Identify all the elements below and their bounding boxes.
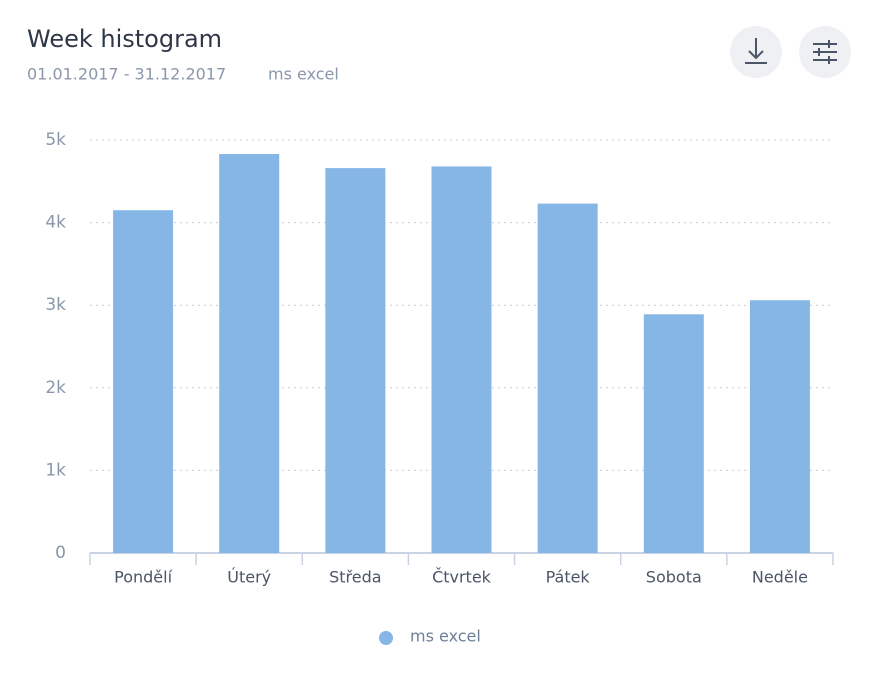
y-tick-label: 2k (45, 378, 66, 398)
chart-subtitle-series: ms excel (268, 65, 339, 84)
legend-label: ms excel (410, 627, 481, 646)
bar (537, 203, 598, 554)
bar (643, 314, 704, 553)
chart-title: Week histogram (27, 25, 222, 53)
download-icon[interactable] (745, 38, 767, 64)
x-tick-label: Sobota (646, 568, 702, 587)
bar (749, 300, 810, 553)
x-tick-label: Čtvrtek (432, 568, 492, 587)
settings-button[interactable] (799, 26, 851, 78)
download-button[interactable] (730, 26, 782, 78)
y-tick-label: 0 (55, 543, 66, 563)
chart-subtitle: 01.01.2017 - 31.12.2017 (27, 65, 226, 84)
bar (325, 168, 386, 554)
x-tick-label: Pondělí (114, 568, 172, 587)
x-tick-label: Středa (329, 568, 381, 587)
settings-icon-knobs[interactable] (818, 40, 830, 64)
x-tick-label: Neděle (752, 568, 808, 587)
settings-icon[interactable] (813, 43, 837, 61)
y-tick-label: 5k (45, 130, 66, 150)
bar (113, 210, 174, 553)
y-tick-label: 4k (45, 213, 66, 233)
bar (219, 154, 280, 554)
bar (431, 166, 492, 553)
x-tick-label: Úterý (227, 568, 271, 587)
y-tick-label: 3k (45, 295, 66, 315)
y-tick-label: 1k (45, 460, 66, 480)
x-tick-label: Pátek (546, 568, 591, 587)
legend-marker (379, 631, 393, 645)
